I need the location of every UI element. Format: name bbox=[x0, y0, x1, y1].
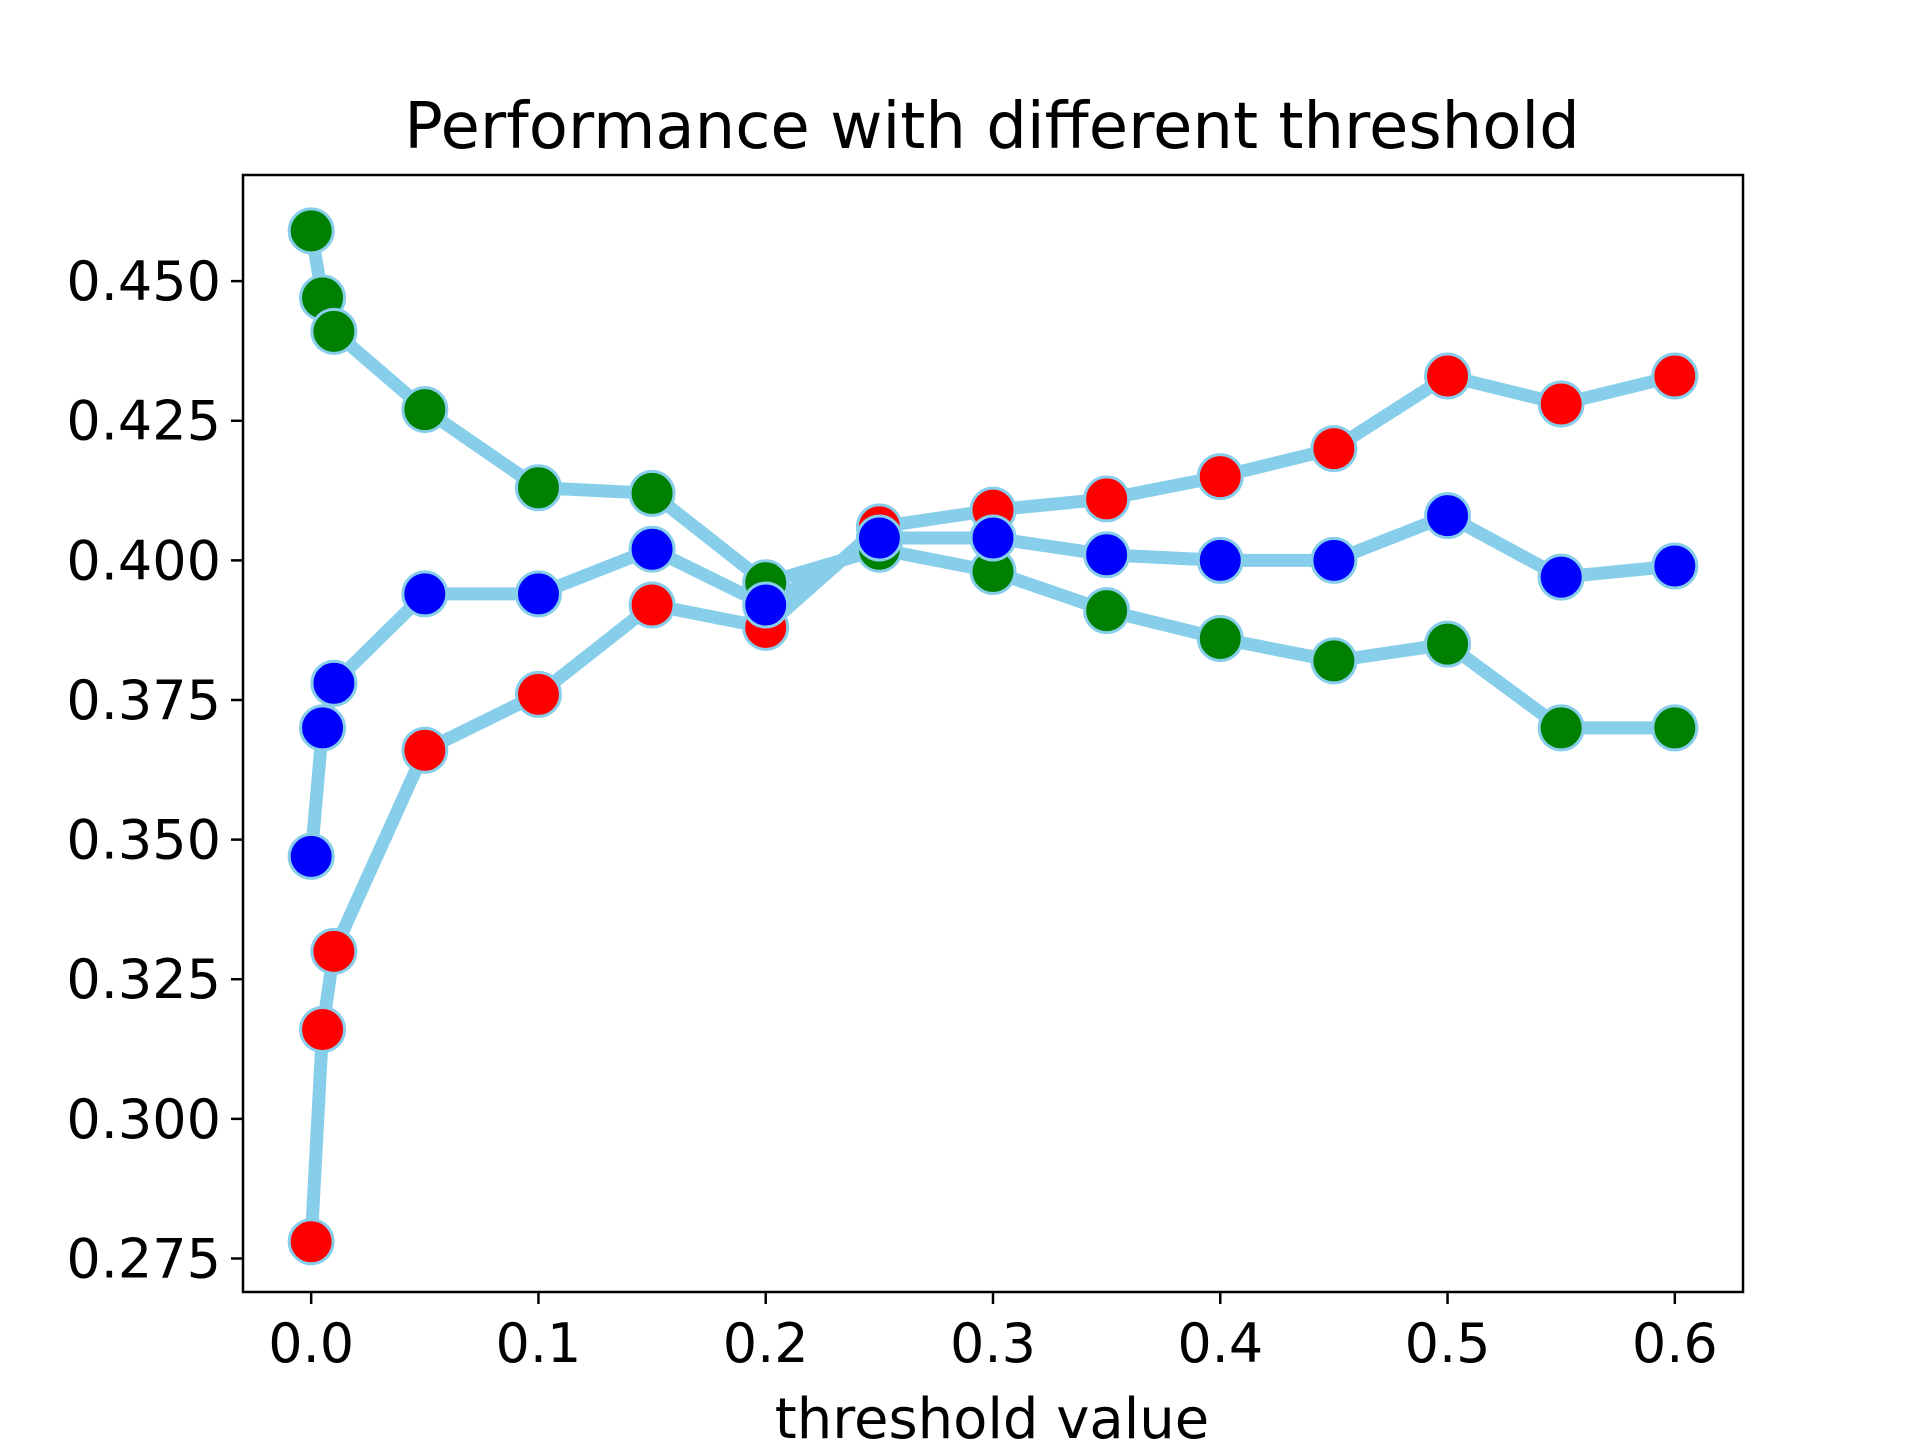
chart-title: Performance with different threshold bbox=[404, 90, 1580, 164]
series-3-point bbox=[1083, 531, 1131, 579]
y-tick-label: 0.325 bbox=[66, 948, 221, 1011]
series-1-point bbox=[401, 386, 449, 434]
series-1-point bbox=[1310, 637, 1358, 685]
series-markers bbox=[287, 207, 1699, 1266]
series-1-point bbox=[310, 307, 358, 355]
series-2-point bbox=[1424, 352, 1472, 400]
series-1-point bbox=[1537, 704, 1585, 752]
series-1-point bbox=[514, 464, 562, 512]
series-2-point bbox=[401, 726, 449, 774]
x-tick-label: 0.6 bbox=[1632, 1312, 1718, 1375]
series-2-point bbox=[628, 581, 676, 629]
series-3-point bbox=[1310, 536, 1358, 584]
x-axis-ticks: 0.0 0.1 0.2 0.3 0.4 0.5 0.6 bbox=[268, 1292, 1718, 1375]
series-3-point bbox=[1537, 553, 1585, 601]
series-2-point bbox=[287, 1218, 335, 1266]
y-tick-label: 0.275 bbox=[66, 1227, 221, 1290]
series-1-line bbox=[304, 224, 1682, 735]
series-1-point bbox=[1651, 704, 1699, 752]
series-3-point bbox=[969, 514, 1017, 562]
series-3-point bbox=[855, 514, 903, 562]
series-3-point bbox=[1196, 536, 1244, 584]
y-tick-label: 0.350 bbox=[66, 809, 221, 872]
x-axis-label: threshold value bbox=[775, 1387, 1210, 1440]
series-2-point bbox=[514, 670, 562, 718]
series-3-point bbox=[1651, 542, 1699, 590]
series-2-point bbox=[310, 927, 358, 975]
y-tick-label: 0.425 bbox=[66, 390, 221, 453]
series-1-point bbox=[1196, 615, 1244, 663]
series-3-point bbox=[514, 570, 562, 618]
x-tick-label: 0.3 bbox=[950, 1312, 1036, 1375]
series-2-point bbox=[299, 1006, 347, 1054]
y-tick-label: 0.375 bbox=[66, 669, 221, 732]
series-3-point bbox=[401, 570, 449, 618]
series-3-point bbox=[1424, 492, 1472, 540]
x-tick-label: 0.4 bbox=[1177, 1312, 1263, 1375]
x-tick-label: 0.1 bbox=[496, 1312, 582, 1375]
series-2-point bbox=[1537, 380, 1585, 428]
series-3-point bbox=[299, 704, 347, 752]
series-3-point bbox=[310, 659, 358, 707]
x-tick-label: 0.5 bbox=[1405, 1312, 1491, 1375]
series-3-point bbox=[628, 525, 676, 573]
series-2-point bbox=[1310, 425, 1358, 473]
series-lines bbox=[304, 224, 1682, 1249]
series-1-point bbox=[1083, 587, 1131, 635]
series-2-point bbox=[1196, 453, 1244, 501]
x-tick-label: 0.0 bbox=[268, 1312, 354, 1375]
series-3-point bbox=[287, 832, 335, 880]
y-tick-label: 0.300 bbox=[66, 1088, 221, 1151]
series-3-point bbox=[742, 581, 790, 629]
series-1-point bbox=[1424, 620, 1472, 668]
x-tick-label: 0.2 bbox=[723, 1312, 809, 1375]
series-2-point bbox=[1083, 475, 1131, 523]
y-tick-label: 0.400 bbox=[66, 529, 221, 592]
series-2-point bbox=[1651, 352, 1699, 400]
y-axis-ticks: 0.275 0.300 0.325 0.350 0.375 0.400 0.425 0.450 bbox=[66, 250, 243, 1290]
y-tick-label: 0.450 bbox=[66, 250, 221, 313]
series-1-point bbox=[287, 207, 335, 255]
series-1-point bbox=[628, 469, 676, 517]
